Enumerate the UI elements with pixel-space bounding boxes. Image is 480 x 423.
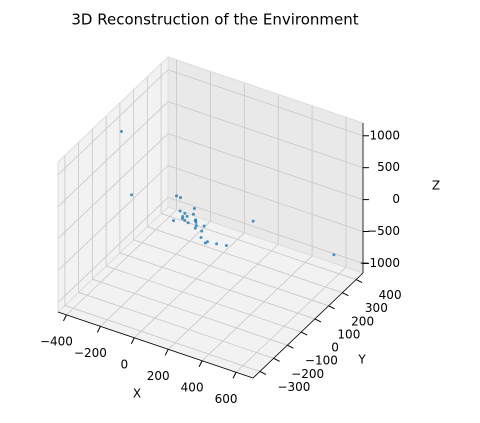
point xyxy=(192,207,196,211)
y-tick xyxy=(300,331,308,336)
y-tick-label: 300 xyxy=(365,301,388,315)
grid-line xyxy=(167,165,364,232)
point xyxy=(178,209,182,213)
point xyxy=(193,226,197,230)
grid-line xyxy=(235,266,347,373)
chart-title: 3D Reconstruction of the Environment xyxy=(71,11,358,29)
z-tick-label: 500 xyxy=(377,160,400,174)
grid-line xyxy=(100,221,211,327)
z-axis-label: Z xyxy=(432,179,440,193)
y-tick xyxy=(259,370,267,375)
grid-line xyxy=(57,69,169,176)
point xyxy=(251,219,255,223)
point xyxy=(199,235,203,239)
point xyxy=(185,214,189,218)
grid-line xyxy=(167,133,364,200)
x-tick xyxy=(232,372,237,379)
z-tick-label: −500 xyxy=(367,224,400,238)
grid-line xyxy=(147,226,343,294)
grid-line xyxy=(105,265,302,333)
grid-line xyxy=(134,232,245,339)
grid-line xyxy=(119,252,316,320)
grid-line xyxy=(133,239,329,307)
z-tick-label: 0 xyxy=(392,192,400,206)
x-tick-label: 400 xyxy=(181,380,204,394)
point xyxy=(202,224,206,228)
x-tick xyxy=(96,326,101,333)
grid-line xyxy=(201,255,313,362)
axis-line xyxy=(252,272,364,379)
x-tick-label: −200 xyxy=(74,346,107,360)
y-tick-label: −100 xyxy=(305,354,338,368)
point xyxy=(172,219,176,223)
point xyxy=(194,224,198,228)
grid-line xyxy=(64,305,261,372)
grid-line xyxy=(57,133,169,239)
point xyxy=(174,194,178,198)
grid-line xyxy=(167,101,364,169)
x-tick xyxy=(198,360,203,368)
point xyxy=(224,243,228,247)
y-tick-label: 100 xyxy=(337,327,360,341)
grid-line xyxy=(57,165,169,271)
grid-line xyxy=(66,209,177,316)
y-tick xyxy=(287,344,294,349)
x-tick xyxy=(164,349,169,356)
y-tick-label: 400 xyxy=(379,288,402,302)
y-axis-label: Y xyxy=(357,353,366,367)
grid-line xyxy=(57,197,169,303)
x-tick xyxy=(63,314,67,322)
grid-line xyxy=(167,244,279,350)
grid-line xyxy=(57,101,169,207)
y-tick xyxy=(355,279,363,284)
x-axis-label: X xyxy=(133,387,141,401)
y-tick xyxy=(314,318,322,323)
y-tick-label: 0 xyxy=(331,341,339,355)
x-tick-label: 600 xyxy=(215,392,238,406)
y-tick-label: −300 xyxy=(277,380,310,394)
x-tick-label: 0 xyxy=(120,357,128,371)
point xyxy=(183,218,187,222)
point xyxy=(205,240,209,244)
point xyxy=(215,242,219,246)
grid-line xyxy=(167,69,364,137)
y-tick-label: 200 xyxy=(351,314,374,328)
point xyxy=(183,211,187,215)
point xyxy=(200,229,204,233)
y-tick xyxy=(273,357,280,362)
point xyxy=(191,212,195,216)
point xyxy=(186,221,190,225)
x-tick-label: −400 xyxy=(40,334,73,348)
x-tick xyxy=(130,337,135,345)
z-tick-label: −1000 xyxy=(359,256,400,270)
grid-line xyxy=(160,213,357,280)
point xyxy=(194,218,198,222)
y-tick-label: −200 xyxy=(291,367,324,381)
axis-line xyxy=(57,311,254,379)
y-tick xyxy=(328,305,335,310)
point xyxy=(119,130,123,134)
z-tick-label: 1000 xyxy=(369,128,400,142)
point xyxy=(179,196,183,200)
point xyxy=(181,215,185,219)
grid-line xyxy=(78,291,274,359)
point xyxy=(332,253,336,257)
y-tick xyxy=(342,292,349,297)
grid-line xyxy=(92,278,288,346)
point xyxy=(130,193,134,197)
grid-line xyxy=(167,197,364,264)
x-tick-label: 200 xyxy=(147,369,170,383)
